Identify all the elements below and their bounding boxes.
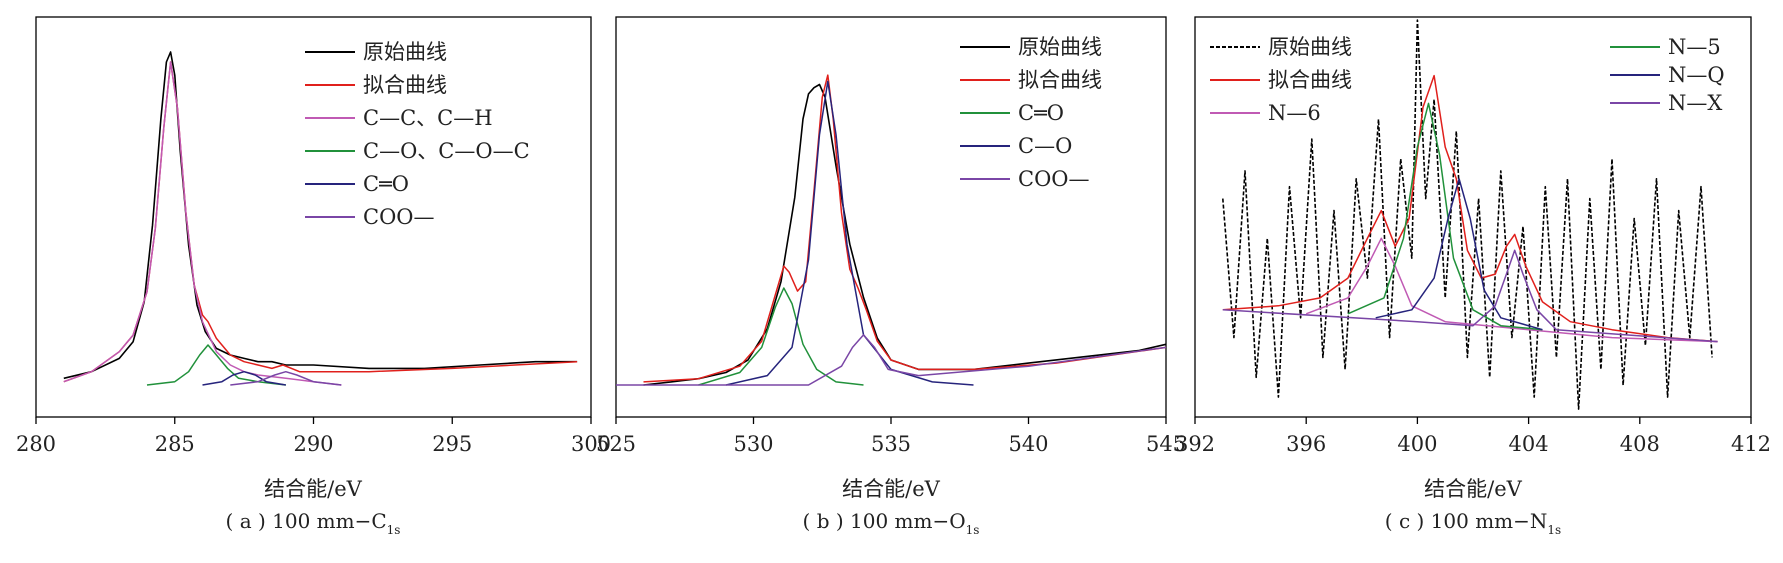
panel-c-series-series-1-line xyxy=(1222,74,1718,343)
panel-b-legend-label-series-1: 拟合曲线 xyxy=(1018,68,1102,92)
panel-b-xlabel: 结合能/eV xyxy=(842,477,941,501)
panel-b-xtick-label-530: 530 xyxy=(733,432,773,456)
panel-a-caption-main: ( a ) 100 mm−C xyxy=(226,509,387,533)
panel-c-xlabel: 结合能/eV xyxy=(1424,477,1523,501)
panel-a-legend-label-c-c-c-h: C—C、C—H xyxy=(363,106,493,130)
panel-c-caption-sub: 1s xyxy=(1547,523,1561,537)
panel-c-xtick-label-396: 396 xyxy=(1286,432,1326,456)
panel-a-caption-sub: 1s xyxy=(387,523,401,537)
panel-a-xtick-label-280: 280 xyxy=(16,432,56,456)
panel-c-legend-label-series-0: 原始曲线 xyxy=(1268,35,1352,59)
panel-b-xtick-label-525: 525 xyxy=(596,432,636,456)
panel-c-series-n-q-line xyxy=(1375,178,1543,331)
panel-c-series-n-5-line xyxy=(1347,102,1543,331)
panel-a-legend-label-series-1: 拟合曲线 xyxy=(363,73,447,97)
panel-b-series-c-o-line xyxy=(725,80,974,386)
panel-c-series-series-0-line xyxy=(1222,19,1713,410)
panel-c-legend-label-n-5: N—5 xyxy=(1668,35,1721,59)
panel-b-xtick-label-540: 540 xyxy=(1008,432,1048,456)
panel-a-xtick-label-290: 290 xyxy=(293,432,333,456)
panel-a-series-coo-line xyxy=(230,370,342,386)
panel-b-xtick-label-535: 535 xyxy=(871,432,911,456)
panel-b-series-coo-line xyxy=(616,334,1167,386)
panel-a-series-c-c-c-h-line xyxy=(63,61,342,386)
panel-a-xlabel: 结合能/eV xyxy=(264,477,363,501)
panel-a-series-series-1-line xyxy=(63,61,578,383)
panel-b-xtick-label-545: 545 xyxy=(1146,432,1186,456)
panel-c-legend-label-n-q: N—Q xyxy=(1668,63,1725,87)
panel-b-legend-label-coo: COO— xyxy=(1018,167,1090,191)
panel-b-caption-main: ( b ) 100 mm−O xyxy=(803,509,966,533)
panel-a-series-series-0-line xyxy=(63,51,578,380)
panel-b-legend-label-c-o: C═O xyxy=(1018,101,1064,125)
panel-c-xtick-label-404: 404 xyxy=(1509,432,1549,456)
panel-a-series-c-o-line xyxy=(202,370,286,386)
panel-c-caption: ( c ) 100 mm−N1s xyxy=(1385,509,1561,537)
panel-c-xtick-label-408: 408 xyxy=(1620,432,1660,456)
panel-a-legend-label-coo: COO— xyxy=(363,205,435,229)
panel-c-series-n-6-line xyxy=(1305,237,1718,343)
panel-c-xtick-label-412: 412 xyxy=(1731,432,1771,456)
panel-c-caption-main: ( c ) 100 mm−N xyxy=(1385,509,1548,533)
panel-a-legend-label-c-o-c-o-c: C—O、C—O—C xyxy=(363,139,530,163)
panel-c-legend-label-n-x: N—X xyxy=(1668,91,1722,115)
panel-c-xtick-label-400: 400 xyxy=(1397,432,1437,456)
panel-b-caption-sub: 1s xyxy=(966,523,980,537)
panel-a-xtick-label-295: 295 xyxy=(432,432,472,456)
panel-b-legend-label-c-o: C—O xyxy=(1018,134,1072,158)
panel-c-legend-label-n-6: N—6 xyxy=(1268,101,1321,125)
panel-b-series-series-0-line xyxy=(643,83,1167,386)
panel-c-series-n-x-line xyxy=(1222,249,1718,343)
panel-a-series-c-o-c-o-c-line xyxy=(146,344,286,386)
panel-c-plot-frame xyxy=(1194,16,1752,418)
panel-a-legend-label-c-o: C═O xyxy=(363,172,409,196)
panel-b-series-series-1-line xyxy=(643,74,1167,383)
panel-a-xtick-label-300: 300 xyxy=(571,432,611,456)
panel-c-legend-label-series-1: 拟合曲线 xyxy=(1268,68,1352,92)
panel-b-caption: ( b ) 100 mm−O1s xyxy=(803,509,980,537)
panel-a-caption: ( a ) 100 mm−C1s xyxy=(226,509,401,537)
panel-b-legend-label-series-0: 原始曲线 xyxy=(1018,35,1102,59)
panel-a-legend-label-series-0: 原始曲线 xyxy=(363,40,447,64)
panel-a-xtick-label-285: 285 xyxy=(155,432,195,456)
panel-c-xtick-label-392: 392 xyxy=(1175,432,1215,456)
